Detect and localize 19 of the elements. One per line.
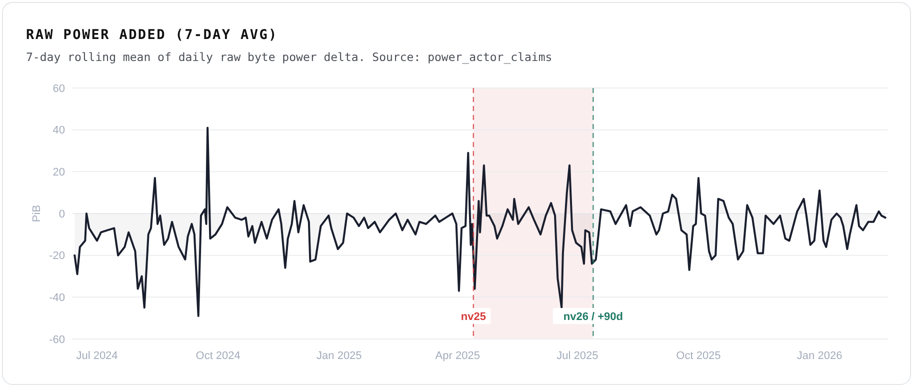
- x-tick-label: Jan 2025: [316, 350, 362, 362]
- y-tick-label: -60: [49, 334, 65, 346]
- x-tick-label: Oct 2024: [196, 350, 240, 362]
- y-tick-label: 20: [52, 166, 65, 179]
- x-tick-label: Jan 2026: [796, 350, 842, 362]
- y-tick-label: 60: [52, 82, 65, 95]
- y-tick-label: 0: [58, 208, 65, 220]
- chart-title: RAW POWER ADDED (7-DAY AVG): [26, 27, 278, 43]
- x-tick-label: Apr 2025: [435, 350, 480, 362]
- y-axis-title: PiB: [31, 204, 43, 222]
- x-tick-label: Jul 2025: [556, 350, 598, 362]
- y-tick-label: 40: [52, 124, 65, 137]
- x-tick-label: Oct 2025: [676, 350, 721, 362]
- ref-line-label: nv25: [460, 311, 486, 323]
- y-tick-label: -40: [49, 292, 65, 304]
- y-tick-label: -20: [49, 250, 65, 262]
- x-tick-label: Jul 2024: [76, 350, 118, 362]
- ref-line-label: nv26 / +90d: [563, 311, 623, 323]
- chart-subtitle: 7-day rolling mean of daily raw byte power delta. Source: power_actor_claims: [26, 50, 552, 64]
